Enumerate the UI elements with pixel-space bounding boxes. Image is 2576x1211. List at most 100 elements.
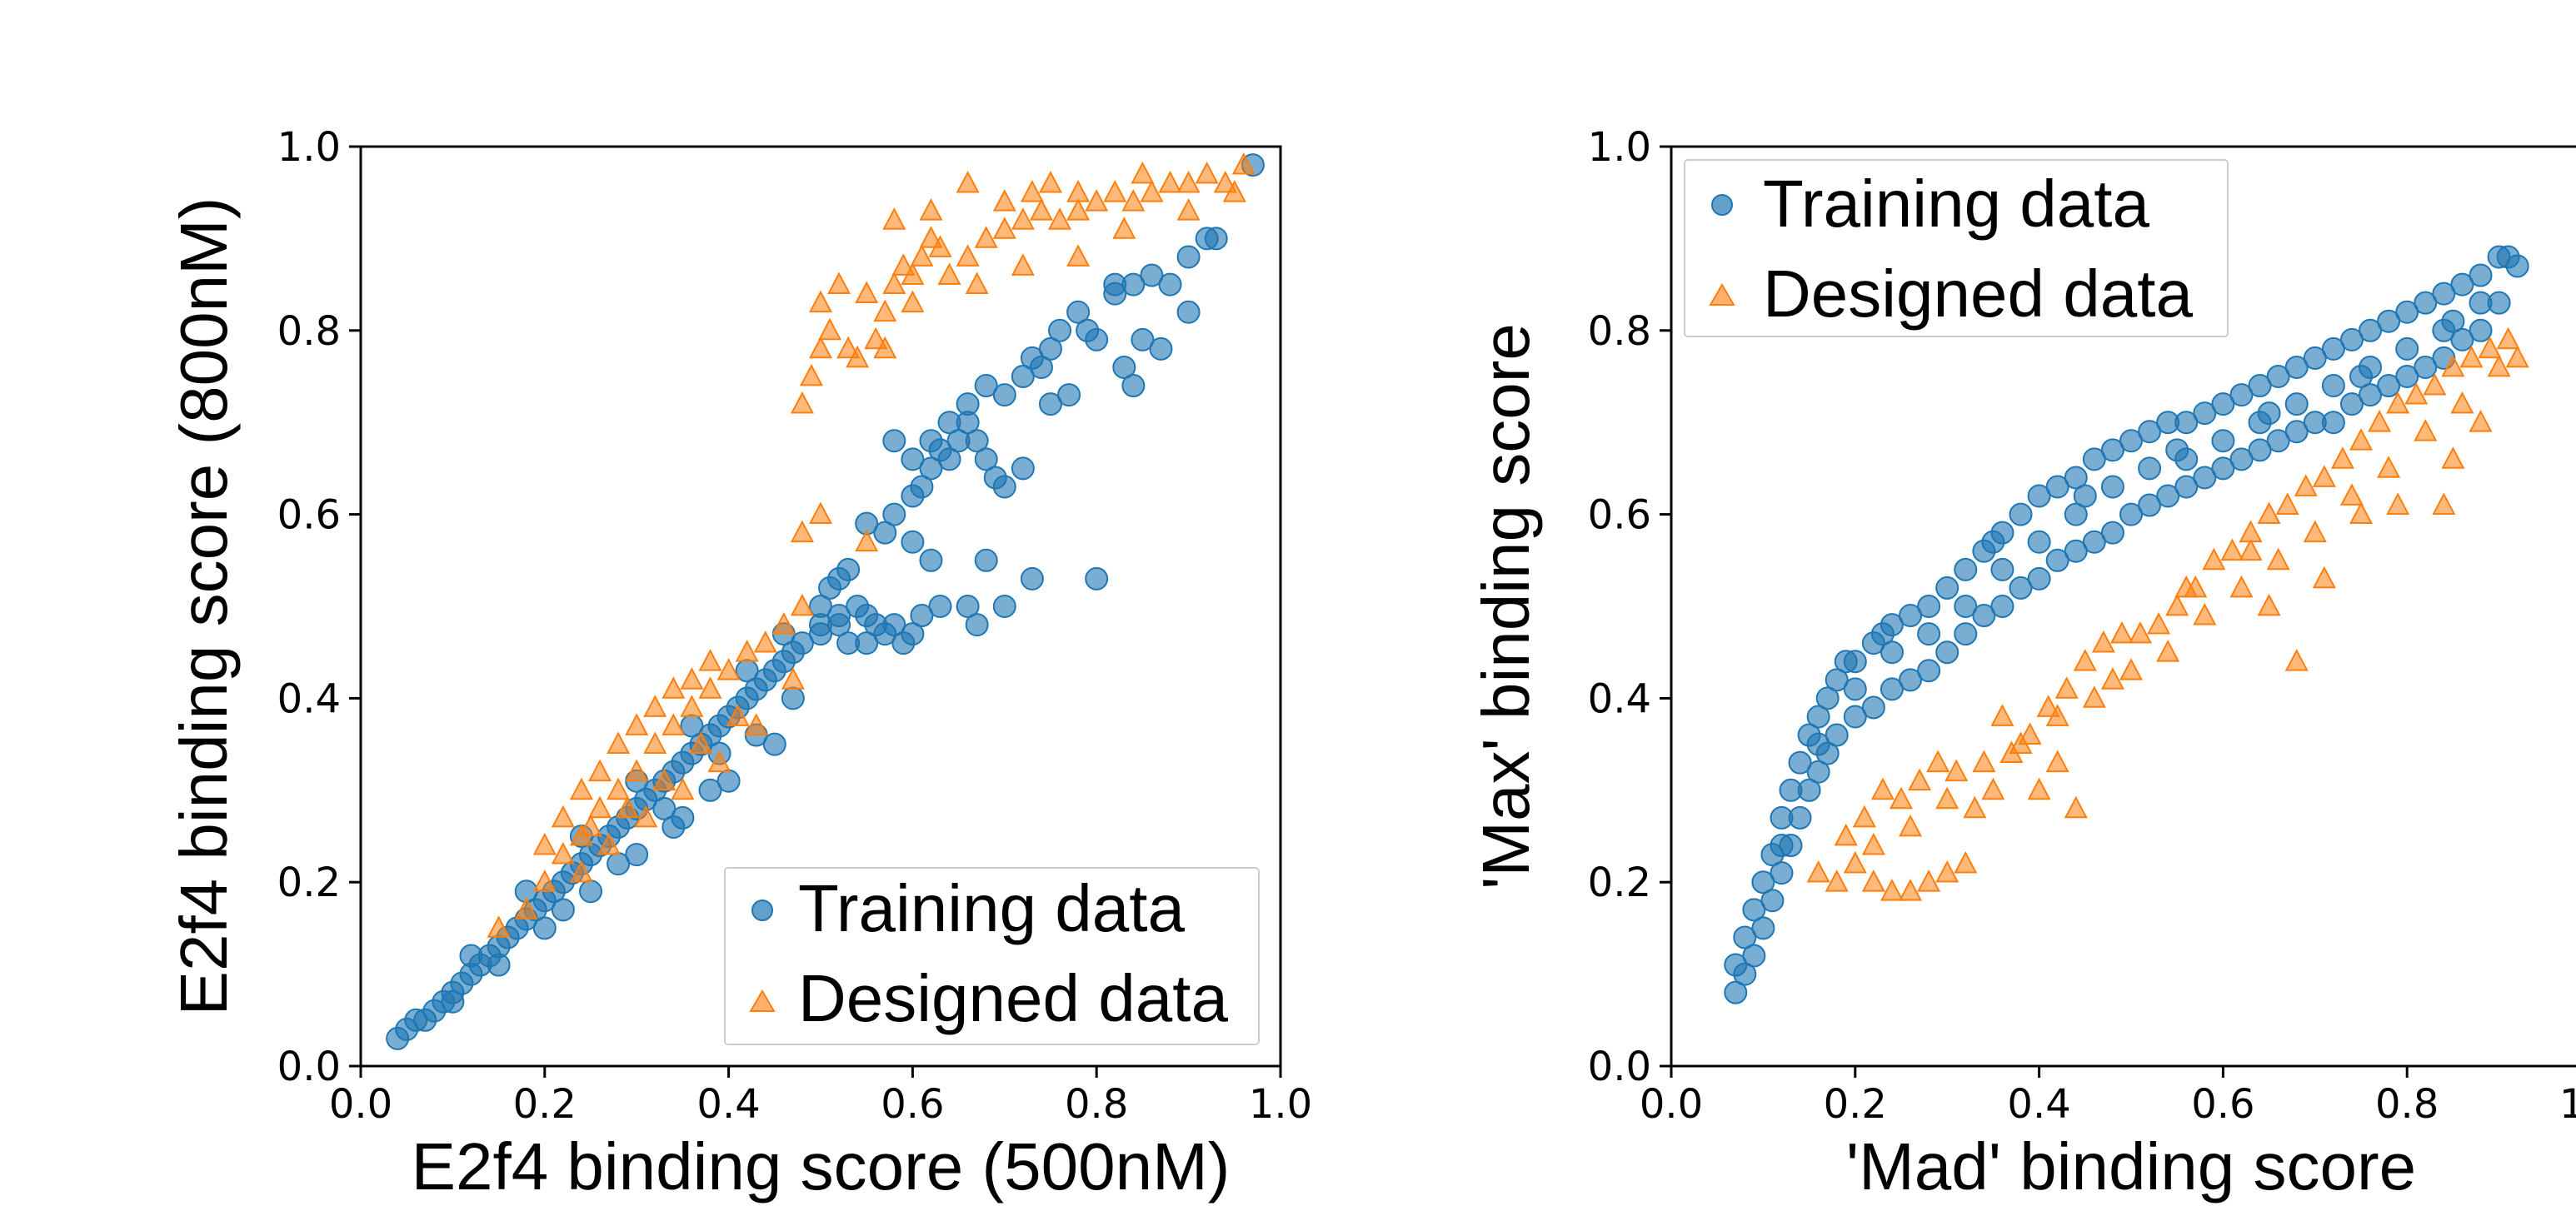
left-training-point bbox=[809, 613, 832, 637]
right-chart: 0.0 0.2 0.4 0.6 0.8 1.0 0.0 0.2 0.4 0.6 0.8 1.0 'Ma… bbox=[1469, 124, 2576, 1204]
left-designed-point bbox=[827, 272, 851, 294]
right-training-point bbox=[2266, 429, 2290, 453]
left-legend-training-label: Training data bbox=[798, 871, 1185, 945]
right-designed-point bbox=[2165, 593, 2189, 616]
left-training-point bbox=[919, 456, 943, 481]
right-x-axis-title: 'Mad' binding score bbox=[1846, 1129, 2416, 1204]
right-designed-point bbox=[1935, 860, 1959, 883]
right-training-point bbox=[2156, 484, 2180, 508]
left-x-tick-label: 0.6 bbox=[881, 1081, 944, 1128]
left-training-point bbox=[1176, 245, 1201, 269]
right-training-point bbox=[1733, 962, 1757, 986]
right-training-point bbox=[2100, 521, 2124, 545]
left-training-point bbox=[1057, 383, 1081, 407]
right-designed-point bbox=[1899, 814, 1923, 837]
right-designed-point bbox=[2229, 575, 2254, 598]
left-training-point bbox=[992, 595, 1016, 618]
left-training-point bbox=[1131, 327, 1155, 351]
left-designed-point bbox=[643, 731, 667, 754]
right-training-point bbox=[2027, 566, 2051, 591]
left-training-point bbox=[901, 447, 925, 471]
right-training-point bbox=[2138, 420, 2162, 444]
right-designed-point bbox=[1889, 786, 1914, 810]
left-training-point bbox=[698, 778, 722, 802]
left-designed-point bbox=[855, 529, 879, 552]
left-designed-point bbox=[1066, 180, 1091, 202]
left-designed-point bbox=[1131, 161, 1155, 184]
right-designed-point bbox=[1834, 823, 1858, 846]
right-training-point bbox=[2395, 365, 2419, 388]
right-x-tick-label: 1.0 bbox=[2559, 1081, 2576, 1128]
left-training-point bbox=[441, 989, 465, 1014]
right-designed-point bbox=[2129, 620, 2153, 644]
left-designed-point bbox=[661, 713, 686, 735]
left-designed-point bbox=[1121, 189, 1146, 212]
right-training-point bbox=[1770, 834, 1794, 858]
left-designed-point bbox=[1029, 198, 1053, 221]
left-designed-point bbox=[689, 731, 713, 754]
left-training-point bbox=[661, 815, 686, 839]
left-training-point bbox=[827, 604, 851, 628]
right-training-point bbox=[2349, 365, 2373, 388]
left-designed-point bbox=[771, 611, 796, 635]
left-training-point bbox=[836, 557, 861, 581]
right-training-point bbox=[2469, 291, 2493, 315]
left-designed-point bbox=[680, 667, 704, 690]
right-training-point bbox=[1788, 750, 1812, 775]
right-designed-point bbox=[1981, 777, 2005, 800]
right-y-tick-label: 0.0 bbox=[1588, 1044, 1651, 1090]
right-training-point bbox=[1825, 668, 1849, 692]
left-designed-point bbox=[1112, 217, 1136, 239]
right-training-point bbox=[2211, 456, 2235, 481]
left-training-point bbox=[487, 953, 511, 977]
left-designed-point bbox=[1213, 171, 1237, 193]
right-training-point bbox=[2266, 365, 2290, 388]
right-designed-point bbox=[2036, 695, 2060, 717]
left-designed-point bbox=[1011, 207, 1035, 230]
left-designed-point bbox=[514, 897, 538, 919]
left-training-point bbox=[910, 475, 934, 499]
right-training-point bbox=[2377, 374, 2401, 398]
left-training-point bbox=[680, 714, 704, 738]
right-training-point bbox=[1880, 677, 1904, 701]
left-training-point bbox=[1149, 336, 1173, 361]
left-training-point bbox=[846, 595, 870, 618]
right-designed-point bbox=[1843, 850, 1867, 874]
right-designed-point bbox=[2174, 575, 2199, 598]
right-training-point bbox=[1990, 557, 2014, 581]
left-training-point bbox=[1158, 272, 1182, 297]
left-designed-point bbox=[910, 244, 934, 267]
right-training-point bbox=[2082, 530, 2106, 554]
right-designed-point bbox=[2266, 547, 2290, 571]
left-designed-point bbox=[634, 805, 658, 828]
right-designed-point bbox=[2368, 410, 2392, 432]
right-training-point bbox=[1880, 640, 1904, 665]
left-designed-point bbox=[864, 326, 888, 350]
right-designed-point bbox=[2009, 731, 2033, 754]
left-training-point bbox=[459, 944, 483, 968]
left-training-point bbox=[974, 447, 998, 471]
right-designed-point bbox=[1899, 879, 1923, 901]
left-designed-point bbox=[532, 832, 557, 855]
right-training-point bbox=[2339, 327, 2364, 351]
left-designed-point bbox=[707, 750, 731, 773]
right-designed-point bbox=[2018, 722, 2042, 745]
right-training-point bbox=[1935, 640, 1959, 665]
right-training-point bbox=[2009, 576, 2033, 600]
left-designed-point bbox=[643, 695, 667, 717]
right-training-point bbox=[2174, 411, 2199, 435]
left-designed-point bbox=[607, 777, 631, 800]
left-training-point bbox=[579, 880, 602, 904]
right-training-point bbox=[2359, 383, 2383, 407]
left-designed-point bbox=[919, 226, 943, 248]
left-training-point bbox=[974, 374, 998, 398]
left-training-point bbox=[607, 852, 631, 876]
right-designed-point bbox=[2377, 456, 2401, 478]
right-designed-point bbox=[1963, 795, 1987, 819]
left-designed-point bbox=[744, 713, 768, 735]
left-legend-box bbox=[724, 867, 1260, 1045]
left-training-point bbox=[974, 548, 998, 572]
left-training-point bbox=[1112, 355, 1136, 379]
right-training-point bbox=[1760, 889, 1785, 913]
right-designed-point bbox=[2312, 566, 2336, 589]
